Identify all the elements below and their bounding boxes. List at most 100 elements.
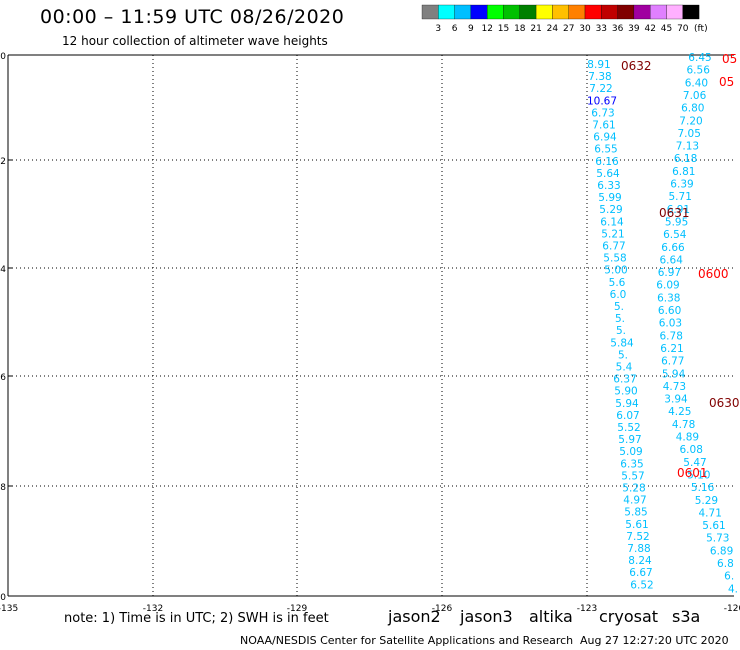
swh-value: 4.97 bbox=[623, 495, 646, 507]
swh-value: 5.99 bbox=[598, 192, 621, 204]
swh-value: 6.77 bbox=[661, 356, 684, 368]
legend-label: 45 bbox=[661, 24, 672, 34]
swh-value: 7.22 bbox=[589, 83, 612, 95]
swh-value: 7.38 bbox=[588, 71, 611, 83]
swh-value: 5.84 bbox=[610, 337, 634, 349]
latitude-label: -32 bbox=[0, 157, 6, 167]
swh-value: 5.73 bbox=[706, 533, 729, 545]
swh-value: 6.0 bbox=[610, 289, 627, 301]
swh-value: 6.81 bbox=[672, 166, 695, 178]
legend-label: 36 bbox=[612, 24, 624, 34]
swh-value: 6.08 bbox=[680, 444, 703, 456]
swh-value: 6.80 bbox=[681, 103, 704, 115]
swh-value: 7.52 bbox=[626, 531, 649, 543]
swh-value: 5.4 bbox=[616, 362, 633, 374]
swh-value: 5.95 bbox=[665, 216, 688, 228]
legend-label: (ft) bbox=[694, 24, 708, 34]
swh-value: 5.94 bbox=[662, 368, 686, 380]
swh-value: 5.71 bbox=[669, 191, 692, 203]
swh-value: 6.07 bbox=[616, 410, 639, 422]
swh-value: 6.33 bbox=[597, 180, 620, 192]
color-legend: 3 6 9 12 15 18 21 24 27 30 33 36 39 42 45 70 (ft) bbox=[421, 4, 708, 34]
swh-value: 6.78 bbox=[660, 330, 683, 342]
swh-value: 5.61 bbox=[702, 520, 725, 532]
swh-value: 5.58 bbox=[603, 253, 626, 265]
longitude-label: -120 bbox=[724, 604, 740, 614]
swh-value: 4.73 bbox=[663, 381, 686, 393]
swh-value: 5. bbox=[614, 301, 624, 313]
swh-value: 5.21 bbox=[601, 228, 624, 240]
swh-value: 6.45 bbox=[688, 52, 711, 64]
footer-note: note: 1) Time is in UTC; 2) SWH is in fe… bbox=[64, 611, 329, 626]
swh-value: 6.52 bbox=[630, 579, 653, 591]
legend-label: 21 bbox=[530, 24, 541, 34]
legend-label: 42 bbox=[644, 24, 655, 34]
swh-value: 5.47 bbox=[683, 457, 706, 469]
pass-time-label: 0631 bbox=[659, 206, 690, 220]
satellite-altika: altika bbox=[529, 607, 573, 626]
legend-label: 6 bbox=[452, 24, 458, 34]
swh-value: 5.29 bbox=[599, 204, 622, 216]
generated-timestamp: Aug 27 12:27:20 UTC 2020 bbox=[580, 634, 729, 647]
swh-value: 6.89 bbox=[710, 545, 733, 557]
longitude-label: -132 bbox=[143, 604, 163, 614]
swh-value: 7.13 bbox=[676, 141, 699, 153]
swh-value: 5. bbox=[618, 349, 628, 361]
longitude-label: -123 bbox=[577, 604, 597, 614]
swh-value: 6.94 bbox=[593, 132, 617, 144]
map-subtitle: 12 hour collection of altimeter wave hei… bbox=[62, 34, 328, 48]
swh-value: 6.54 bbox=[663, 229, 687, 241]
legend-swatch bbox=[682, 4, 700, 20]
swh-value: 6.73 bbox=[591, 107, 614, 119]
swh-value: 5. bbox=[616, 325, 626, 337]
swh-value: 5.57 bbox=[621, 470, 644, 482]
legend-label: 24 bbox=[547, 24, 559, 34]
longitude-label: -126 bbox=[432, 604, 453, 614]
legend-label: 9 bbox=[468, 24, 474, 34]
swh-value: 5.90 bbox=[614, 386, 637, 398]
satellite-jason3: jason3 bbox=[460, 607, 513, 626]
swh-value: 6.09 bbox=[656, 280, 679, 292]
swh-value: 3.94 bbox=[664, 394, 688, 406]
swh-value: 7.05 bbox=[678, 128, 701, 140]
satellite-jason2: jason2 bbox=[388, 607, 441, 626]
swh-value: 6.67 bbox=[629, 567, 652, 579]
swh-value: 8.24 bbox=[628, 555, 652, 567]
swh-value: 6.38 bbox=[657, 292, 680, 304]
pass-time-label: 05 bbox=[722, 52, 737, 66]
swh-value: 5.97 bbox=[618, 434, 641, 446]
pass-time-label: 0632 bbox=[621, 59, 652, 73]
swh-value: 7.88 bbox=[627, 543, 650, 555]
swh-value: 6.91 bbox=[667, 204, 690, 216]
swh-value: 6.60 bbox=[658, 305, 681, 317]
swh-value: 6. bbox=[724, 571, 734, 583]
swh-value: 7.61 bbox=[592, 120, 615, 132]
longitude-label: -135 bbox=[0, 604, 18, 614]
swh-value: 6.97 bbox=[658, 267, 681, 279]
swh-value: 6.14 bbox=[600, 216, 624, 228]
swh-value: 6.64 bbox=[660, 254, 684, 266]
legend-label: 39 bbox=[628, 24, 640, 34]
latitude-label: -30 bbox=[0, 52, 6, 62]
swh-value: 5.28 bbox=[622, 483, 645, 495]
swh-value: 4.71 bbox=[699, 507, 722, 519]
legend-label: 33 bbox=[596, 24, 607, 34]
swh-value: 5.6 bbox=[609, 277, 626, 289]
swh-value: 6.66 bbox=[661, 242, 685, 254]
swh-value: 6.03 bbox=[659, 318, 682, 330]
swh-value: 6.18 bbox=[674, 153, 697, 165]
satellite-cryosat: cryosat bbox=[599, 607, 659, 626]
pass-time-label: 0600 bbox=[698, 267, 729, 281]
swh-value: 4.89 bbox=[676, 432, 699, 444]
swh-value: 5.10 bbox=[687, 469, 710, 481]
swh-value: 6.77 bbox=[602, 241, 625, 253]
swh-value: 5.94 bbox=[615, 398, 639, 410]
latitude-label: -38 bbox=[0, 483, 6, 493]
swh-value: 7.20 bbox=[679, 115, 702, 127]
pass-time-label: 0601 bbox=[677, 466, 708, 480]
swh-value: 5. bbox=[615, 313, 625, 325]
legend-label: 15 bbox=[498, 24, 509, 34]
swh-value: 5.52 bbox=[617, 422, 640, 434]
swh-value: 5.61 bbox=[625, 519, 648, 531]
